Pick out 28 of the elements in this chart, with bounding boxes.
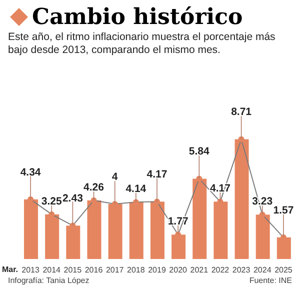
- x-tick-label: 2017: [106, 266, 124, 275]
- data-label: 4: [112, 171, 118, 183]
- source-note: Fuente: INE: [249, 276, 292, 285]
- x-tick-label: 2022: [211, 266, 230, 275]
- data-label: 8.71: [231, 106, 252, 118]
- x-tick-label: 2014: [42, 266, 62, 275]
- x-tick-label: 2024: [253, 266, 272, 275]
- data-label: 2.43: [62, 192, 84, 205]
- x-tick-label: 2018: [127, 266, 146, 275]
- text: Infografía: Tania López: [8, 276, 90, 285]
- data-label: 1.57: [273, 204, 294, 216]
- x-tick-label: 2023: [232, 266, 251, 275]
- x-tick-label: 2025: [274, 266, 293, 275]
- x-tick-label: 2013: [22, 266, 40, 275]
- data-label: 3.25: [41, 195, 62, 208]
- data-label: 4.17: [146, 168, 168, 181]
- x-tick-label: 2016: [84, 266, 104, 275]
- x-tick-label: 2020: [169, 266, 188, 275]
- x-tick-label: 2021: [190, 266, 209, 275]
- data-label: 4.26: [84, 181, 104, 194]
- data-label: 4.34: [20, 166, 41, 178]
- data-label: 5.84: [188, 146, 210, 158]
- data-label: 4.14: [126, 183, 146, 196]
- x-tick-label: 2015: [64, 266, 82, 275]
- x-tick-label: 2019: [148, 266, 166, 275]
- x-axis-title: Mar.: [2, 265, 18, 274]
- chart-title: Cambio histórico: [32, 4, 243, 30]
- chart-subtitle: Este año, el ritmo inflacionario muestra el porcentaje más bajo desde 2013, comparando el mismo mes.: [7, 30, 276, 58]
